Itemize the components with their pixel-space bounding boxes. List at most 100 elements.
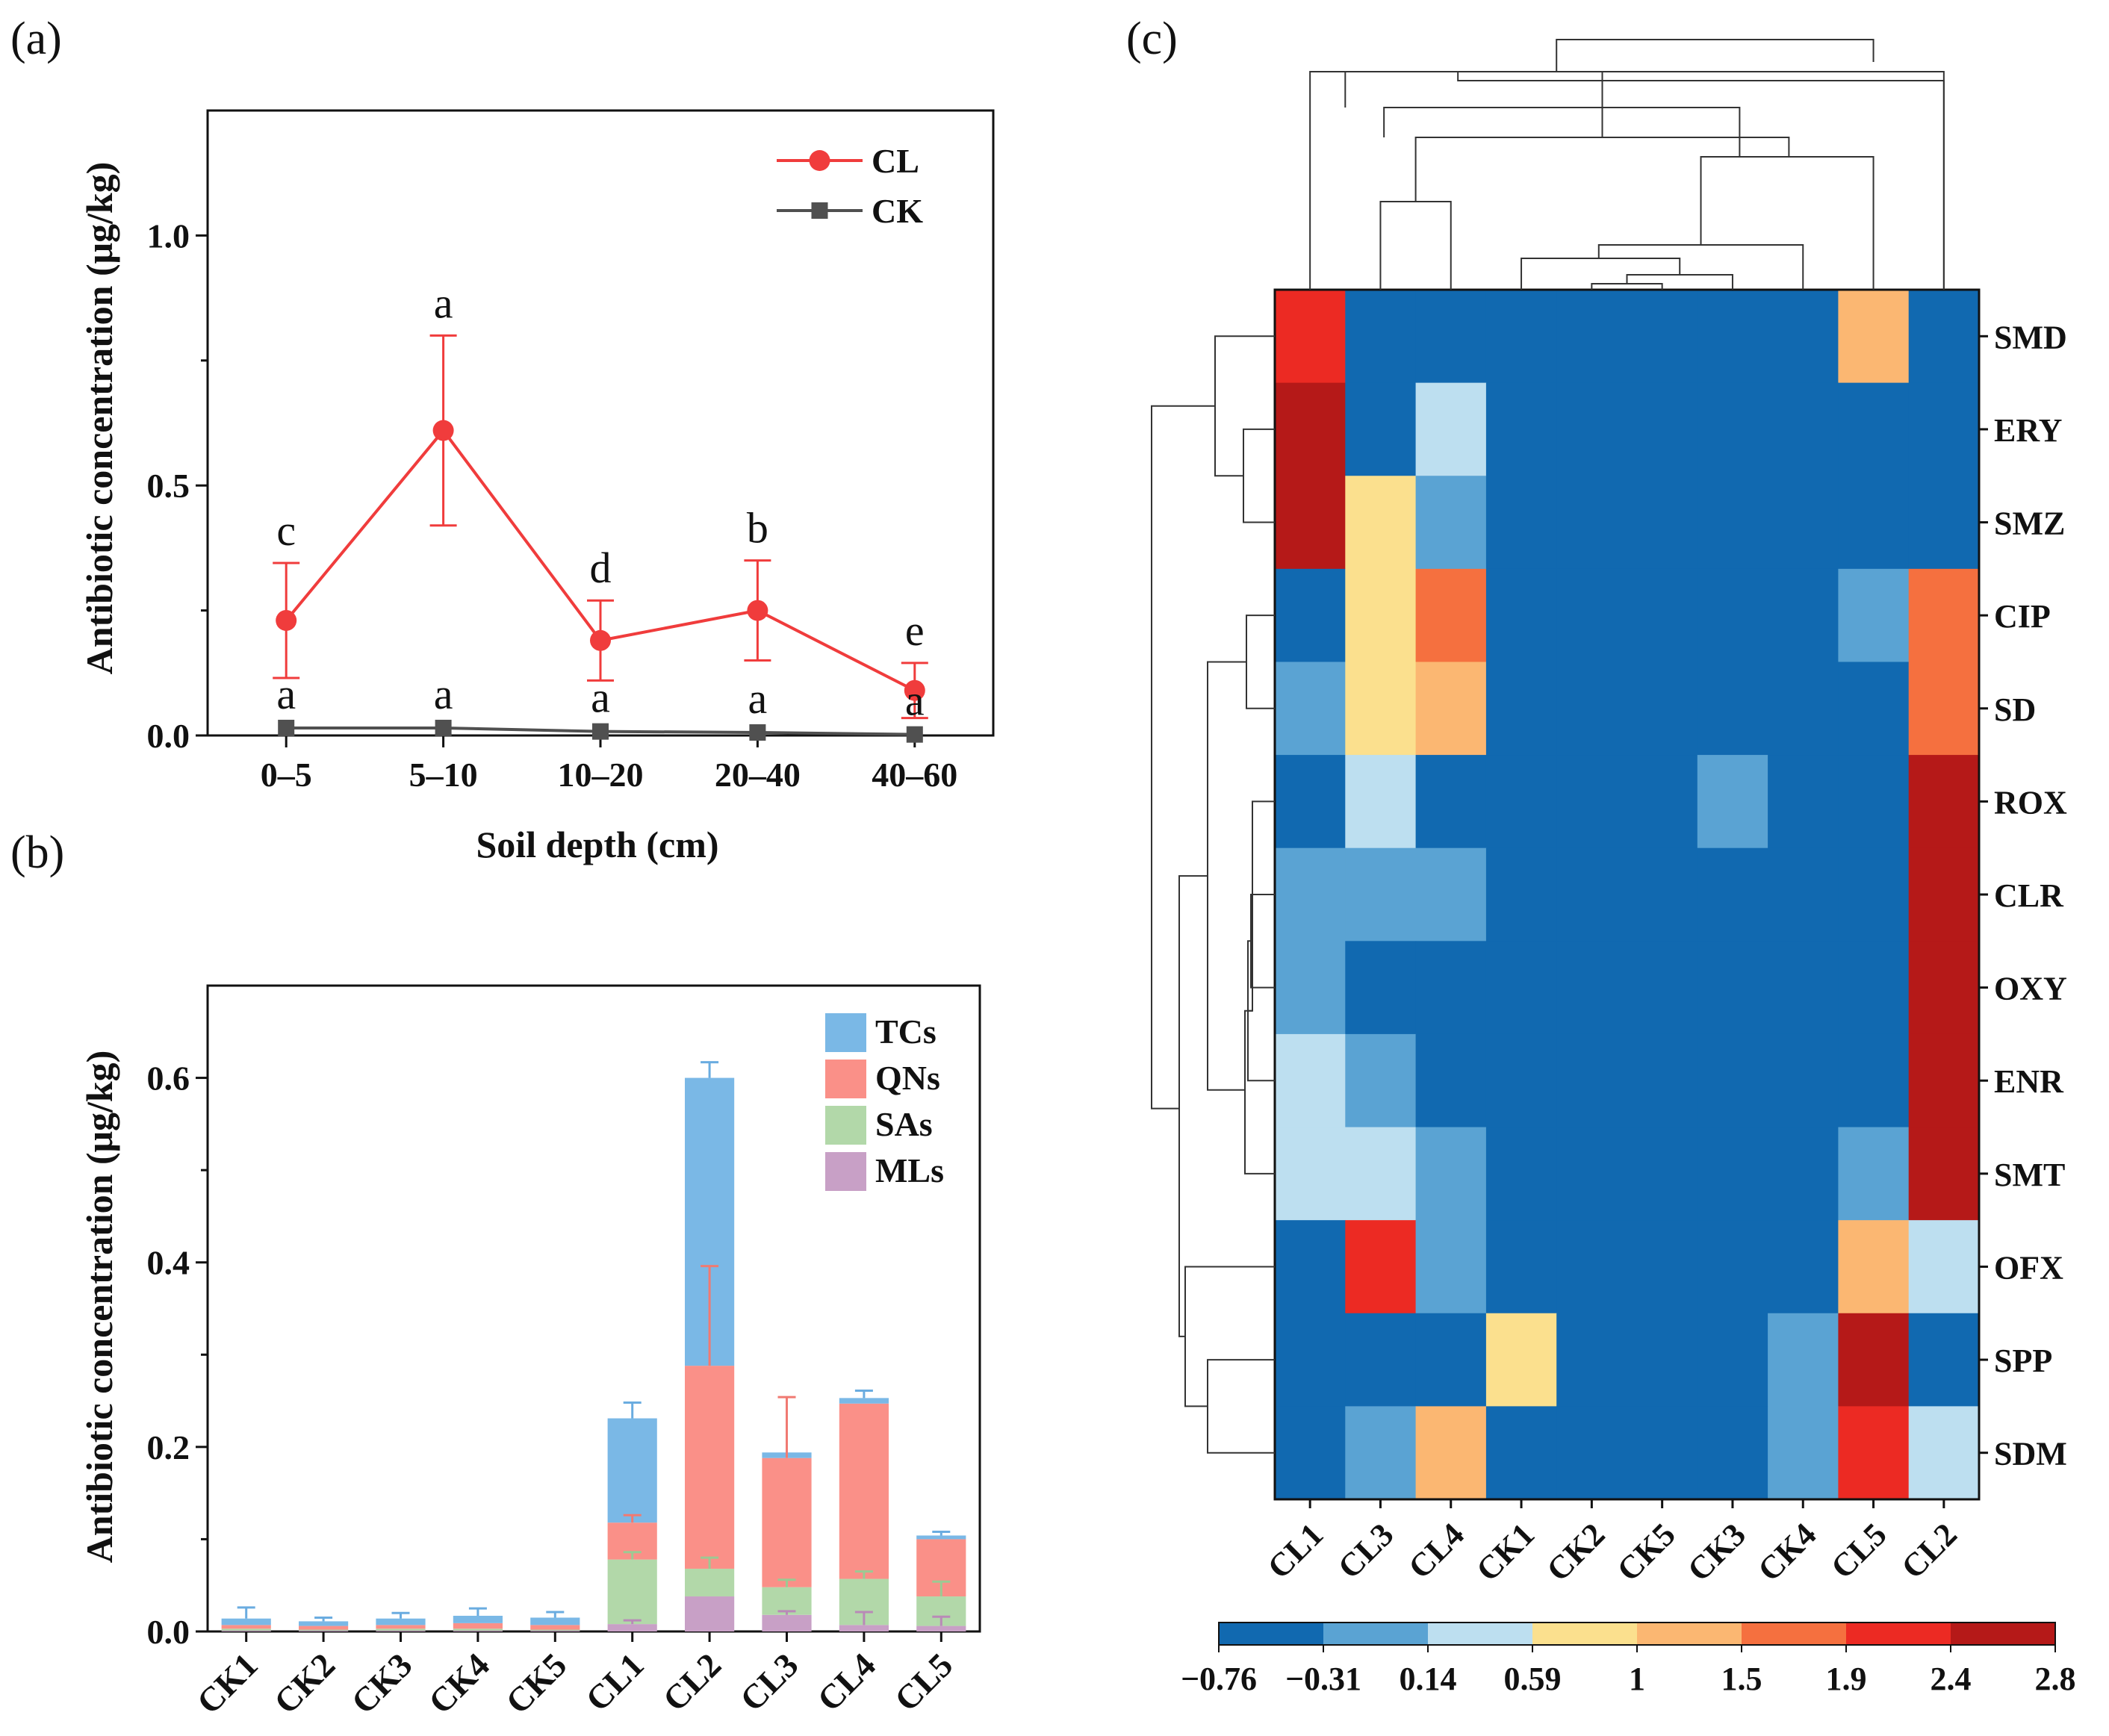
panel-b-bar-segment-MLs (916, 1625, 966, 1631)
colorbar-tick-label: −0.31 (1285, 1661, 1361, 1697)
heatmap-cell (1908, 568, 1980, 663)
heatmap-cell (1275, 755, 1346, 849)
heatmap-cell (1838, 847, 1910, 942)
heatmap-cell (1627, 847, 1698, 942)
panel-a-sig-letter-CK: a (276, 670, 296, 718)
heatmap-cell (1838, 290, 1910, 384)
panel-a-y-tick-label: 0.5 (147, 467, 190, 505)
colorbar-segment (1428, 1623, 1533, 1645)
heatmap-cell (1556, 290, 1628, 384)
colorbar-segment (1532, 1623, 1638, 1645)
panel-b-bar-segment-TCs (916, 1535, 966, 1540)
heatmap-cell (1768, 1220, 1839, 1314)
heatmap-cell (1415, 1033, 1487, 1128)
heatmap-row-label: SMZ (1994, 505, 2065, 542)
panel-b-bar-segment-QNs (299, 1625, 349, 1630)
heatmap-cell (1908, 847, 1980, 942)
heatmap-cell (1768, 290, 1839, 384)
heatmap-cell (1556, 847, 1628, 942)
heatmap-cell (1485, 847, 1557, 942)
panel-b-bar-segment-MLs (685, 1596, 735, 1631)
heatmap-cell (1627, 1313, 1698, 1407)
panel-b-legend-swatch-MLs (825, 1152, 866, 1191)
heatmap-cell (1556, 476, 1628, 570)
panel-b-bar-segment-SAs (607, 1559, 657, 1625)
heatmap-cell (1345, 382, 1417, 476)
heatmap-cell (1768, 847, 1839, 942)
heatmap-cell (1838, 755, 1910, 849)
dendrogram-left-branch (1151, 405, 1215, 1110)
panel-a-x-axis-title: Soil depth (cm) (476, 824, 719, 865)
heatmap-cell (1838, 1033, 1910, 1128)
heatmap-cell (1345, 847, 1417, 942)
heatmap-cell (1556, 662, 1628, 756)
panel-c-marks: SMDERYSMZCIPSDROXCLROXYENRSMTOFXSPPSDMCL… (1151, 39, 2076, 1697)
heatmap-cell (1345, 1033, 1417, 1128)
panel-a-point-CL (747, 600, 768, 621)
heatmap-cell (1908, 1127, 1980, 1221)
heatmap-cell (1627, 1033, 1698, 1128)
panel-b-bar-segment-QNs (839, 1403, 889, 1579)
panel-a-x-tick-label: 20–40 (715, 756, 801, 794)
heatmap-cell (1838, 568, 1910, 663)
colorbar-tick-label: 1 (1629, 1661, 1645, 1697)
heatmap-cell (1697, 1406, 1768, 1500)
heatmap-cell (1697, 847, 1768, 942)
heatmap-cell (1415, 662, 1487, 756)
panel-b-bar-segment-TCs (221, 1618, 271, 1625)
heatmap-cell (1908, 1220, 1980, 1314)
heatmap-cell (1345, 1313, 1417, 1407)
heatmap-cell (1768, 1127, 1839, 1221)
panel-b-y-tick-label: 0.6 (147, 1060, 190, 1098)
heatmap-cell (1697, 755, 1768, 849)
heatmap-cell (1275, 1033, 1346, 1128)
heatmap-row-label: CIP (1994, 598, 2051, 635)
panel-b-legend-swatch-TCs (825, 1013, 866, 1052)
heatmap-cell (1768, 755, 1839, 849)
heatmap-cell (1485, 1313, 1557, 1407)
heatmap-cell (1697, 1127, 1768, 1221)
colorbar-tick-label: 2.4 (1931, 1661, 1972, 1697)
heatmap-cell (1768, 568, 1839, 663)
heatmap-cell (1556, 382, 1628, 476)
panel-a-legend-marker-CK (811, 202, 828, 219)
heatmap-cell (1556, 1033, 1628, 1128)
panel-a-legend-label-CK: CK (872, 192, 923, 230)
heatmap-cell (1556, 755, 1628, 849)
heatmap-cell (1627, 1220, 1698, 1314)
panel-b-bar-segment-SAs (299, 1629, 349, 1631)
colorbar-segment (1219, 1623, 1324, 1645)
panel-c-heatmap: SMDERYSMZCIPSDROXCLROXYENRSMTOFXSPPSDMCL… (1151, 39, 2076, 1697)
panel-a-y-tick-label: 1.0 (147, 217, 190, 255)
panel-b-legend-label-SAs: SAs (875, 1105, 933, 1143)
colorbar-segment (1951, 1623, 2056, 1645)
panel-b-bar-segment-QNs (685, 1366, 735, 1569)
heatmap-cell (1345, 476, 1417, 570)
panel-b-legend-label-QNs: QNs (875, 1059, 940, 1097)
heatmap-cell (1768, 1313, 1839, 1407)
panel-a-point-CK (435, 719, 452, 736)
panel-b-legend-label-MLs: MLs (875, 1151, 944, 1189)
panel-a-y-tick-label: 0.0 (147, 717, 190, 755)
panel-b-bar-segment-TCs (453, 1615, 503, 1623)
panel-a-point-CL (590, 629, 611, 651)
heatmap-cell (1627, 382, 1698, 476)
heatmap-cell (1345, 290, 1417, 384)
panel-b-bar-segment-QNs (762, 1457, 812, 1587)
heatmap-cell (1838, 1127, 1910, 1221)
panel-a-y-axis-title: Antibiotic concentration (μg/kg) (78, 162, 120, 675)
heatmap-cell (1345, 941, 1417, 1035)
heatmap-row-label: ROX (1994, 784, 2067, 821)
heatmap-cell (1627, 476, 1698, 570)
heatmap-cell (1838, 382, 1910, 476)
heatmap-cell (1556, 1313, 1628, 1407)
heatmap-cell (1415, 755, 1487, 849)
panel-a-sig-letter-CK: a (748, 674, 768, 723)
panel-b-y-tick-label: 0.2 (147, 1428, 190, 1466)
heatmap-cell (1275, 1406, 1346, 1500)
heatmap-cell (1697, 941, 1768, 1035)
panel-a-sig-letter-CK: a (905, 676, 925, 725)
heatmap-cell (1697, 1313, 1768, 1407)
panel-a-point-CL (432, 420, 454, 441)
